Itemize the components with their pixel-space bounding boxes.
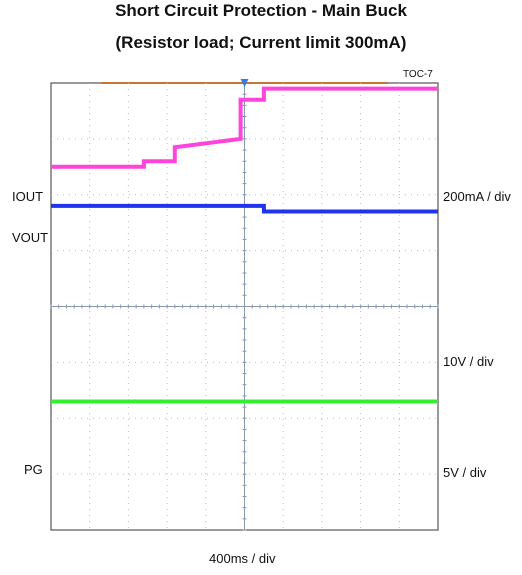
iout-scale-label: 200mA / div [443, 189, 511, 204]
iout-channel-label: IOUT [12, 189, 44, 204]
trace-iout [51, 86, 438, 169]
pg-channel-label: PG [24, 462, 43, 477]
trace-vout [51, 203, 438, 214]
vout-channel-label: VOUT [12, 230, 49, 245]
chart-subtitle: (Resistor load; Current limit 300mA) [115, 33, 407, 52]
x-axis-label: 400ms / div [209, 551, 276, 566]
trigger-marker-icon [240, 79, 249, 87]
figure-id: TOC-7 [403, 69, 433, 80]
pg-scale-label: 5V / div [443, 465, 487, 480]
vout-scale-label: 10V / div [443, 354, 494, 369]
chart-title: Short Circuit Protection - Main Buck [115, 1, 407, 20]
